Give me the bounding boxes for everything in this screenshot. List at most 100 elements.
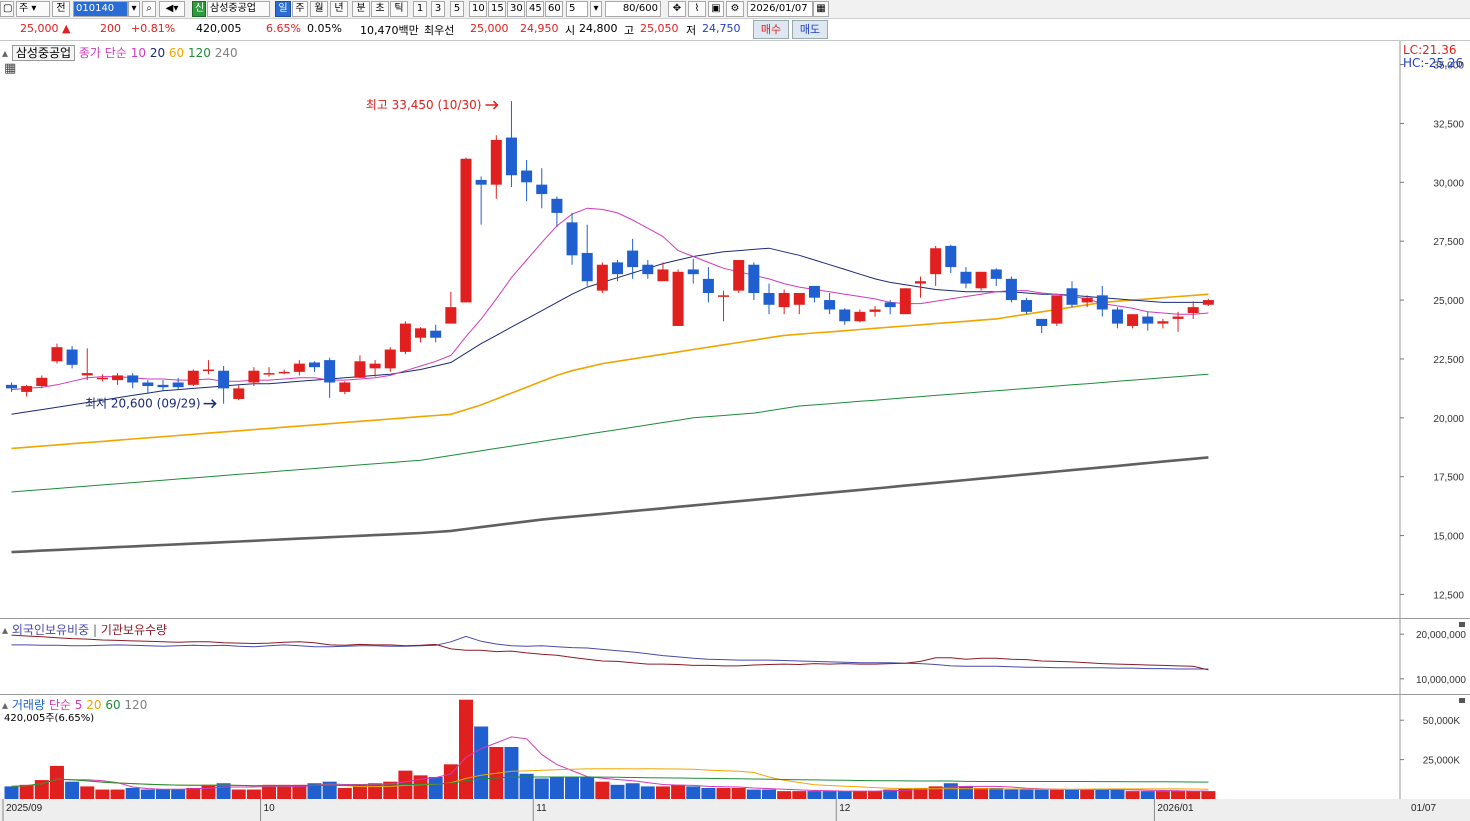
- period-minute[interactable]: 분: [352, 1, 370, 17]
- volume-bar: [171, 789, 186, 799]
- volume-bar: [716, 787, 731, 799]
- candle-body: [172, 382, 184, 388]
- count-input[interactable]: 80/600: [605, 1, 661, 17]
- sell-button[interactable]: 매도: [792, 20, 828, 39]
- low-label: 저: [686, 24, 697, 37]
- volume-bar: [95, 789, 110, 799]
- open-price: 24,800: [579, 22, 618, 35]
- x-tick-label: 12: [839, 803, 851, 814]
- volume-bar: [337, 787, 352, 799]
- candle-body: [445, 307, 457, 324]
- candle-body: [475, 179, 487, 185]
- volume-bar: [777, 791, 792, 799]
- interval-3[interactable]: 3: [431, 1, 445, 17]
- board-select[interactable]: 전: [52, 1, 70, 17]
- candle-body: [642, 264, 654, 275]
- volume-bar: [958, 786, 973, 799]
- interval-30[interactable]: 30: [507, 1, 525, 17]
- window-icon[interactable]: ▢: [0, 1, 14, 17]
- candle-body: [990, 269, 1002, 279]
- volume-bar: [1049, 789, 1064, 799]
- candle-body: [1127, 314, 1139, 326]
- x-axis-strip: [0, 799, 1470, 821]
- chevron-down-icon: ▾: [31, 3, 37, 14]
- right-arrow-icon: [485, 100, 499, 110]
- y-tick-label: 30,000: [1433, 178, 1464, 189]
- volume-bar: [974, 787, 989, 799]
- period-second[interactable]: 초: [371, 1, 389, 17]
- period-week[interactable]: 주: [292, 1, 308, 17]
- candle-body: [142, 382, 154, 387]
- interval-5[interactable]: 5: [450, 1, 464, 17]
- volume-bar: [1186, 791, 1201, 799]
- interval-45[interactable]: 45: [526, 1, 544, 17]
- ma240-label: 240: [214, 46, 238, 60]
- chevron-down-icon[interactable]: ▾: [128, 1, 140, 17]
- ma60-label: 60: [168, 46, 185, 60]
- interval-1[interactable]: 1: [413, 1, 427, 17]
- candle-body: [399, 323, 411, 352]
- period-month[interactable]: 월: [310, 1, 328, 17]
- trade-amount: 10,470백만: [360, 24, 419, 37]
- inst-holding-label: 기관보유수량: [100, 623, 168, 637]
- volume-bar: [49, 765, 64, 799]
- interval-10[interactable]: 10: [469, 1, 487, 17]
- best-quote-label: 최우선: [424, 24, 455, 37]
- volume-bar: [1171, 791, 1186, 799]
- volume-bar: [307, 783, 322, 799]
- table-icon[interactable]: ▦: [4, 61, 17, 76]
- collapse-icon[interactable]: ▴: [2, 623, 9, 637]
- line-tool-icon[interactable]: ⌇: [688, 1, 706, 17]
- gear-icon[interactable]: ⚙: [726, 1, 744, 17]
- candle-body: [1142, 316, 1154, 324]
- candle-body: [733, 260, 745, 291]
- volume-bar: [186, 787, 201, 799]
- stock-chart[interactable]: 35,000 32,500 30,000 27,500 25,000 22,500 20,0…: [0, 41, 1470, 821]
- candle-body: [354, 361, 366, 378]
- volume-bar: [671, 784, 686, 799]
- ma240-line: [11, 456, 1209, 554]
- volume-bar: [868, 791, 883, 799]
- candle-body: [612, 262, 623, 275]
- collapse-icon[interactable]: ▴: [2, 46, 9, 60]
- candle-body: [1202, 300, 1214, 305]
- market-select[interactable]: 주 ▾: [16, 1, 50, 17]
- interval-input[interactable]: 5: [566, 1, 588, 17]
- stock-label[interactable]: 삼성중공업: [11, 45, 76, 61]
- candle-body: [899, 288, 911, 315]
- volume-bar: [277, 784, 292, 799]
- high-label: 고: [624, 24, 635, 37]
- candle-body: [21, 386, 33, 392]
- candle-body: [157, 384, 169, 388]
- candle-body: [748, 264, 760, 293]
- ma60-line: [11, 293, 1209, 450]
- volume-bar: [1080, 789, 1095, 799]
- search-icon[interactable]: ⌕: [142, 1, 156, 17]
- candle-body: [808, 285, 820, 298]
- interval-15[interactable]: 15: [488, 1, 506, 17]
- stock-code-input[interactable]: 010140: [73, 1, 128, 17]
- calendar-icon[interactable]: ▦: [813, 1, 829, 17]
- collapse-icon[interactable]: ▴: [2, 698, 9, 712]
- period-day[interactable]: 일: [275, 1, 291, 17]
- speaker-icon[interactable]: ◀▾: [159, 1, 185, 17]
- candle-body: [339, 382, 351, 392]
- volume-bar: [65, 781, 80, 799]
- candle-body: [657, 269, 669, 282]
- candle-body: [627, 250, 639, 268]
- volume-bar: [837, 791, 852, 799]
- date-input[interactable]: 2026/01/07: [747, 1, 813, 17]
- high-price: 25,050: [640, 22, 679, 35]
- period-tick[interactable]: 틱: [390, 1, 408, 17]
- buy-button[interactable]: 매수: [753, 20, 789, 39]
- save-icon[interactable]: ▣: [708, 1, 724, 17]
- ma120-line: [11, 373, 1209, 493]
- zoom-icon[interactable]: ✥: [668, 1, 686, 17]
- candle-body: [384, 349, 396, 369]
- candle-body: [233, 388, 245, 399]
- inst-holding-line: [11, 634, 1209, 671]
- period-year[interactable]: 년: [330, 1, 348, 17]
- best-bid: 24,950: [520, 22, 559, 35]
- chevron-down-icon[interactable]: ▾: [590, 1, 602, 17]
- interval-60[interactable]: 60: [545, 1, 563, 17]
